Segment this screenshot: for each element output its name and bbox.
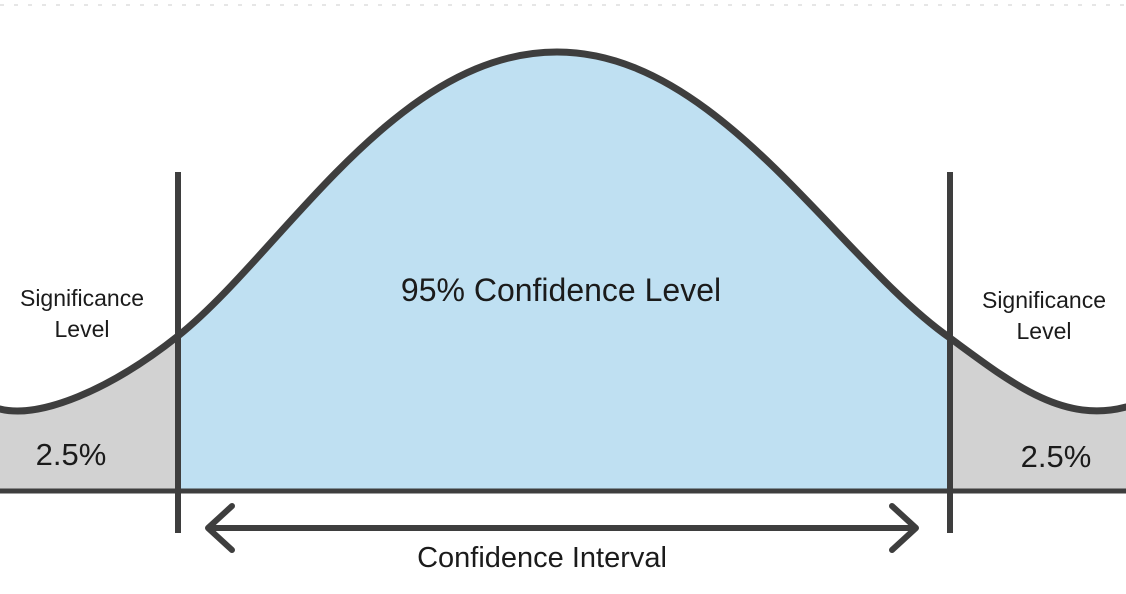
bell-curve-stroke <box>0 48 1126 415</box>
confidence-level-label: 95% Confidence Level <box>400 272 722 308</box>
confidence-interval-arrow <box>205 503 919 553</box>
arrow-head-left <box>205 503 235 553</box>
confidence-interval-label: Confidence Interval <box>417 542 667 574</box>
confidence-area <box>178 52 950 492</box>
arrow-head-right <box>889 503 919 553</box>
significance-level-label-left: Significance Level <box>19 285 145 342</box>
left-tail-area <box>0 336 178 492</box>
right-tail-area <box>950 338 1126 492</box>
significance-level-label-right: Significance Level <box>981 287 1107 344</box>
top-edge-divider <box>0 4 1126 6</box>
tail-percentage-left: 2.5% <box>35 437 107 472</box>
tail-percentage-right: 2.5% <box>1020 439 1092 474</box>
